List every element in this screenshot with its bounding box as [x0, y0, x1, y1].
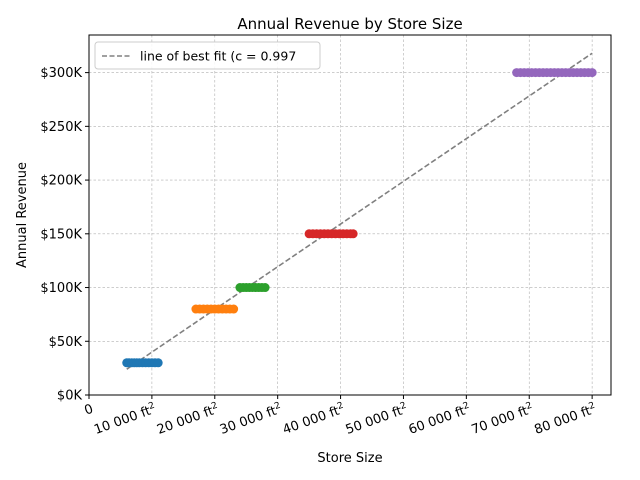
data-point — [229, 304, 239, 314]
data-point — [348, 229, 358, 239]
data-points — [122, 68, 597, 368]
y-tick-label: $50K — [49, 335, 83, 350]
y-tick-label: $150K — [40, 227, 82, 242]
y-axis-label: Annual Revenue — [15, 162, 30, 268]
y-tick-label: $250K — [40, 120, 82, 135]
series-0 — [122, 358, 163, 368]
series-1 — [191, 304, 239, 314]
legend-fit-line-label: line of best fit (c = 0.997 — [140, 49, 296, 64]
x-tick-label-sup: 2 — [525, 401, 534, 412]
series-4 — [512, 68, 597, 78]
grid-lines — [88, 35, 611, 396]
y-axis-ticks: $0K $50K $100K $150K $200K $250K $300K — [40, 66, 89, 404]
fit-line-group — [126, 52, 593, 370]
y-tick-label: $0K — [57, 389, 83, 404]
x-tick-label-sup: 2 — [462, 401, 471, 412]
fit-line — [126, 52, 593, 370]
y-tick-label: $200K — [40, 174, 82, 189]
series-3 — [304, 229, 358, 239]
x-tick-label-sup: 2 — [210, 401, 219, 412]
data-point — [153, 358, 163, 368]
data-point — [260, 283, 270, 293]
chart-title: Annual Revenue by Store Size — [237, 15, 462, 33]
x-tick-label-sup: 2 — [147, 401, 156, 412]
legend: line of best fit (c = 0.997 — [94, 41, 321, 70]
y-tick-label: $300K — [40, 66, 82, 81]
x-tick-label-sup: 2 — [273, 401, 282, 412]
data-point — [587, 68, 597, 78]
plot-frame — [88, 34, 612, 396]
x-tick-label-sup: 2 — [336, 401, 345, 412]
x-axis-label: Store Size — [317, 451, 382, 466]
series-2 — [235, 283, 270, 293]
x-tick-label-sup: 2 — [588, 401, 597, 412]
x-tick-label-sup: 2 — [399, 401, 408, 412]
y-tick-label: $100K — [40, 281, 82, 296]
legend-box — [94, 41, 321, 70]
